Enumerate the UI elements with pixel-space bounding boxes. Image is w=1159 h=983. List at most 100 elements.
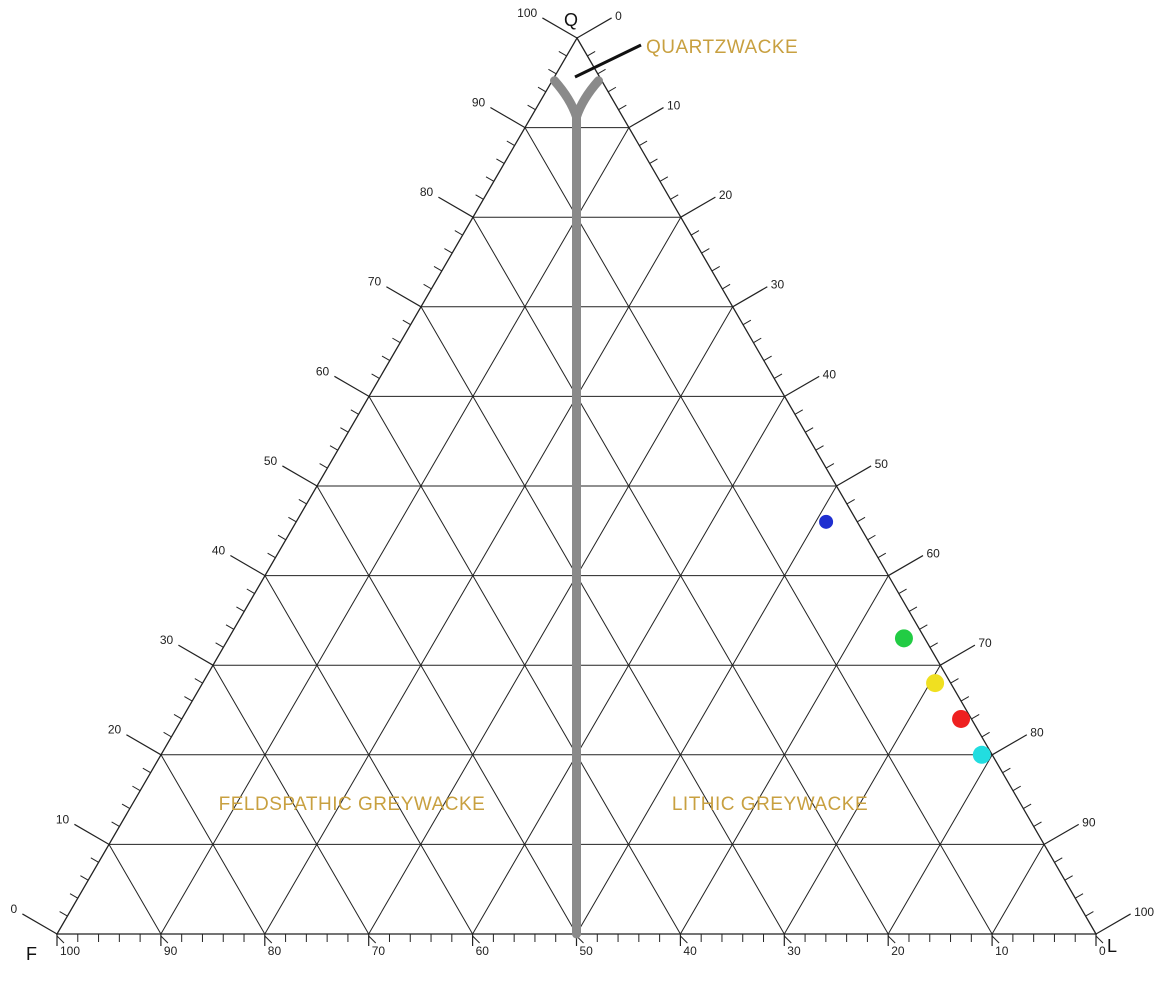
tick-bottom-hook-10 xyxy=(160,935,169,944)
data-point-2 xyxy=(894,629,913,648)
tick-label-f-60: 60 xyxy=(476,944,490,958)
tick-left-30 xyxy=(178,644,214,666)
tick-right-46 xyxy=(815,445,824,451)
tick-left-46 xyxy=(288,516,297,523)
tick-right-68 xyxy=(929,642,938,648)
tick-left-34 xyxy=(225,624,235,630)
tick-right-44 xyxy=(805,427,814,433)
tick-label-f-90: 90 xyxy=(164,944,178,958)
tick-label-l-30: 30 xyxy=(771,278,785,292)
tick-label-q-30: 30 xyxy=(160,633,174,647)
tick-left-18 xyxy=(142,767,151,774)
tick-bottom-hook-60 xyxy=(680,935,688,944)
tick-bottom-hook-80 xyxy=(887,935,896,944)
tick-left-92 xyxy=(527,104,536,111)
tick-right-4 xyxy=(597,68,606,75)
tick-right-14 xyxy=(649,158,658,164)
tick-left-24 xyxy=(173,714,183,720)
tick-right-52 xyxy=(846,498,855,505)
tick-label-q-40: 40 xyxy=(212,544,226,558)
tick-left-20 xyxy=(126,734,162,756)
tick-right-96 xyxy=(1074,893,1084,899)
tick-right-36 xyxy=(763,355,772,361)
tick-right-70 xyxy=(939,644,976,666)
tick-right-64 xyxy=(908,606,918,612)
grid-line-l-30 xyxy=(368,306,734,935)
tick-right-92 xyxy=(1054,857,1063,863)
tick-right-32 xyxy=(742,319,752,326)
tick-left-4 xyxy=(69,893,79,899)
tick-left-28 xyxy=(194,678,203,684)
tick-left-8 xyxy=(90,857,99,863)
field-label-quartzwacke: QUARTZWACKE xyxy=(646,37,798,58)
tick-right-6 xyxy=(607,86,617,93)
tick-bottom-hook-40 xyxy=(472,935,480,944)
tick-left-96 xyxy=(548,68,557,75)
tick-right-100 xyxy=(1095,913,1131,935)
grid-line-l-10 xyxy=(160,127,630,935)
tick-right-8 xyxy=(618,104,627,111)
tick-bottom-hook-70 xyxy=(783,935,792,944)
tick-left-2 xyxy=(59,911,68,917)
tick-left-52 xyxy=(319,463,328,469)
data-point-4 xyxy=(952,709,971,728)
tick-left-70 xyxy=(386,286,422,308)
field-label-feldspathic-greywacke: FELDSPATHIC GREYWACKE xyxy=(219,794,486,815)
apex-label-f: F xyxy=(26,944,37,964)
tick-right-34 xyxy=(753,337,762,344)
tick-bottom-hook-100 xyxy=(1095,935,1104,944)
tick-right-50 xyxy=(836,465,872,487)
tick-right-54 xyxy=(857,516,866,523)
tick-left-64 xyxy=(381,355,391,361)
field-boundary xyxy=(550,76,603,939)
data-point-1 xyxy=(819,514,834,529)
tick-right-58 xyxy=(877,552,887,559)
tick-right-0 xyxy=(576,17,612,39)
grid-line-f-90 xyxy=(108,844,162,935)
tick-right-40 xyxy=(784,375,820,397)
tick-left-48 xyxy=(298,498,307,505)
tick-left-12 xyxy=(111,821,120,827)
data-point-3 xyxy=(926,674,945,693)
grid-line-f-10 xyxy=(524,127,993,935)
tick-label-q-50: 50 xyxy=(264,454,278,468)
tick-left-14 xyxy=(121,803,131,809)
tick-right-66 xyxy=(919,624,928,630)
tick-label-q-90: 90 xyxy=(472,96,486,110)
tick-left-88 xyxy=(506,140,515,146)
tick-right-30 xyxy=(732,286,768,308)
tick-label-l-50: 50 xyxy=(875,457,889,471)
tick-left-60 xyxy=(334,375,370,397)
tick-label-l-100: 100 xyxy=(1134,905,1154,919)
tick-label-f-50: 50 xyxy=(580,944,594,958)
grid-line-f-50 xyxy=(316,485,577,935)
tick-label-f-40: 40 xyxy=(683,944,697,958)
tick-left-66 xyxy=(392,337,401,344)
tick-left-98 xyxy=(558,50,567,57)
tick-right-38 xyxy=(773,373,783,379)
tick-right-28 xyxy=(722,283,731,290)
tick-right-62 xyxy=(898,588,907,594)
tick-left-26 xyxy=(184,696,193,702)
tick-right-56 xyxy=(867,534,876,541)
tick-right-18 xyxy=(670,194,679,200)
tick-left-54 xyxy=(329,445,339,451)
apex-label-l: L xyxy=(1107,936,1117,956)
tick-label-q-0: 0 xyxy=(11,902,18,916)
tick-left-58 xyxy=(350,409,359,415)
tick-right-90 xyxy=(1043,823,1080,845)
tick-label-f-80: 80 xyxy=(268,944,282,958)
tick-right-48 xyxy=(825,463,835,469)
grid-line-l-60 xyxy=(679,575,889,935)
tick-right-16 xyxy=(659,176,669,182)
tick-right-88 xyxy=(1033,821,1042,827)
tick-left-40 xyxy=(230,555,266,577)
quartzwacke-leader-line xyxy=(574,43,642,79)
tick-right-80 xyxy=(991,734,1028,756)
tick-label-f-20: 20 xyxy=(891,944,905,958)
data-points xyxy=(819,514,991,764)
tick-right-78 xyxy=(981,731,990,738)
